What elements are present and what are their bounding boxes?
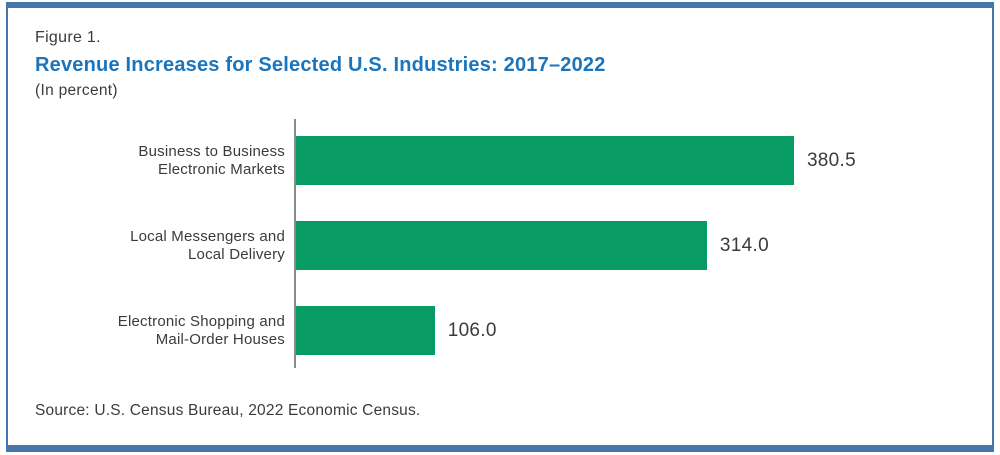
y-axis-line — [294, 119, 296, 368]
figure-title: Revenue Increases for Selected U.S. Indu… — [35, 54, 606, 76]
category-label-line1: Local Messengers and — [130, 227, 285, 245]
figure-number-label: Figure 1. — [35, 29, 101, 46]
bar-value-label: 380.5 — [806, 149, 856, 171]
bar-value-label: 314.0 — [719, 234, 769, 256]
category-label: Electronic Shopping and Mail-Order House… — [0, 313, 285, 349]
source-note: Source: U.S. Census Bureau, 2022 Economi… — [35, 402, 421, 419]
chart-row-electronic-shopping: Electronic Shopping and Mail-Order House… — [0, 306, 1000, 355]
chart-row-local-messengers: Local Messengers and Local Delivery 314.… — [0, 221, 1000, 270]
chart-row-business-to-business: Business to Business Electronic Markets … — [0, 136, 1000, 185]
bar — [296, 306, 435, 355]
bar-value-label: 106.0 — [447, 319, 497, 341]
category-label-line2: Local Delivery — [187, 245, 285, 263]
category-label-line1: Business to Business — [138, 142, 285, 160]
category-label: Local Messengers and Local Delivery — [0, 228, 285, 264]
category-label: Business to Business Electronic Markets — [0, 143, 285, 179]
category-label-line2: Mail-Order Houses — [155, 330, 285, 348]
bar — [296, 221, 707, 270]
bar — [296, 136, 794, 185]
figure-subtitle: (In percent) — [35, 82, 118, 99]
category-label-line2: Electronic Markets — [158, 160, 285, 178]
category-label-line1: Electronic Shopping and — [117, 312, 285, 330]
